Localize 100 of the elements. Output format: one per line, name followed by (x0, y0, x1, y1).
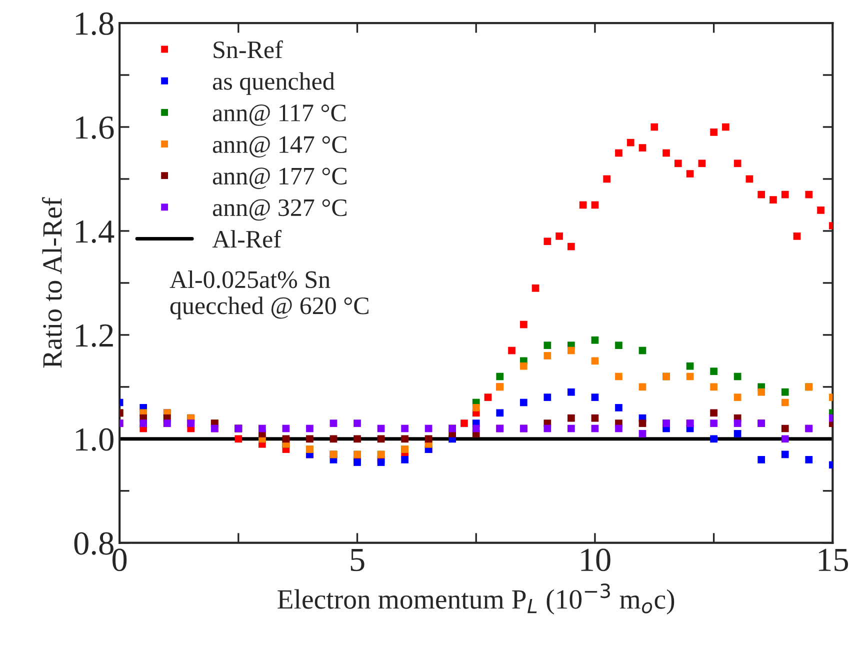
point (746, 175, 754, 183)
point (603, 175, 611, 183)
point (330, 435, 338, 443)
legend-label: ann@ 177 °C (212, 168, 346, 190)
x-tick-label: 10 (581, 548, 610, 572)
point (710, 435, 718, 443)
point (472, 424, 480, 432)
point (496, 372, 504, 380)
point (781, 398, 789, 406)
point (817, 206, 824, 214)
point (424, 424, 432, 432)
point (710, 383, 718, 391)
legend-label: Al-Ref (212, 230, 282, 248)
point (591, 394, 599, 401)
point (520, 320, 528, 328)
point (401, 424, 408, 432)
point (615, 372, 622, 380)
point (710, 409, 718, 417)
point (650, 123, 658, 131)
point (377, 424, 385, 432)
point (591, 357, 599, 365)
point (781, 435, 789, 443)
legend-label: as quenched (212, 72, 335, 95)
point (591, 201, 599, 209)
point (568, 242, 575, 250)
point (662, 149, 670, 157)
point (579, 201, 587, 209)
point (401, 456, 408, 464)
point (734, 430, 742, 438)
point (698, 160, 706, 168)
point (520, 362, 528, 370)
point (568, 424, 575, 432)
x-tick-label: 15 (818, 548, 848, 572)
point (484, 394, 492, 401)
point (568, 346, 575, 354)
point (377, 435, 385, 443)
point (401, 435, 408, 443)
point (544, 238, 552, 246)
point (674, 160, 682, 168)
point (615, 424, 622, 432)
point (532, 284, 540, 292)
point (615, 342, 622, 349)
point (354, 435, 361, 443)
point (544, 342, 552, 349)
point (282, 424, 290, 432)
point (234, 435, 242, 443)
point (734, 372, 742, 380)
y-tick-label: 1.2 (76, 324, 113, 347)
point (377, 458, 385, 466)
point (781, 190, 789, 198)
point (591, 336, 599, 344)
point (520, 398, 528, 406)
point (568, 388, 575, 396)
point (140, 420, 148, 427)
point (770, 196, 777, 204)
point (354, 458, 361, 466)
point (638, 420, 646, 427)
legend-label: ann@ 327 °C (212, 199, 346, 221)
legend-label: ann@ 117 °C (212, 104, 346, 126)
point (781, 424, 789, 432)
point (758, 190, 766, 198)
point (758, 388, 766, 396)
point (460, 420, 468, 427)
point (638, 430, 646, 438)
legend-label: ann@ 147 °C (212, 136, 346, 158)
x-axis-title: Electron momentum P$_{L}$ (10$^{−3}$ m$_{o}$c) (278, 583, 674, 614)
point (686, 170, 694, 178)
point (615, 149, 622, 157)
point (615, 404, 622, 412)
point (722, 123, 730, 131)
point (686, 362, 694, 370)
point (258, 424, 266, 432)
point (734, 394, 742, 401)
point (626, 138, 634, 146)
point (354, 420, 361, 427)
point (544, 394, 552, 401)
point (638, 346, 646, 354)
y-tick-label: 1.8 (76, 12, 114, 36)
point (591, 424, 599, 432)
point (330, 420, 338, 427)
y-tick-label: 0.8 (74, 532, 114, 555)
point (591, 414, 599, 422)
point (686, 372, 694, 380)
x-tick-label: 0 (112, 548, 127, 572)
point (805, 190, 813, 198)
point (638, 144, 646, 152)
point (758, 456, 766, 464)
point (544, 424, 552, 432)
point (805, 456, 813, 464)
point (508, 346, 516, 354)
point (638, 383, 646, 391)
point (734, 420, 742, 427)
point (781, 450, 789, 458)
point (556, 232, 563, 240)
point (472, 404, 480, 412)
point (544, 352, 552, 360)
legend-label: Sn-Ref (214, 40, 283, 58)
point (306, 424, 314, 432)
point (710, 368, 718, 375)
y-tick-label: 1.4 (76, 220, 114, 243)
